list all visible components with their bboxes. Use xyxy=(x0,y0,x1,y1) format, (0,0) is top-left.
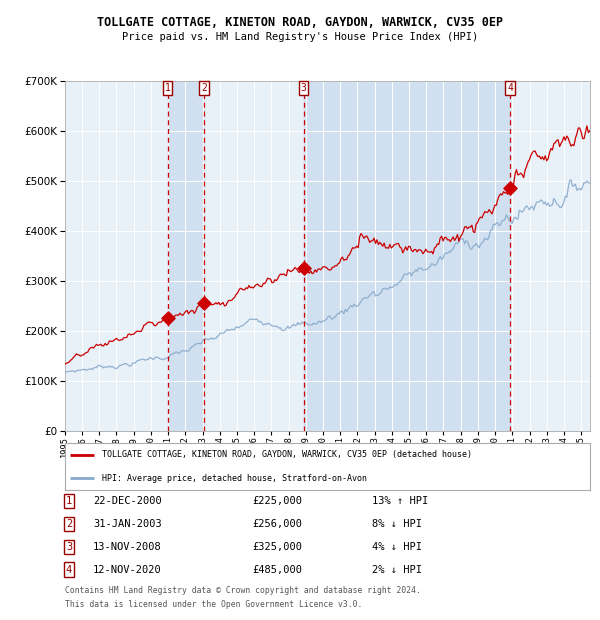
Text: 1: 1 xyxy=(66,496,72,506)
Text: 4% ↓ HPI: 4% ↓ HPI xyxy=(372,542,422,552)
Bar xyxy=(304,81,510,431)
Text: Contains HM Land Registry data © Crown copyright and database right 2024.: Contains HM Land Registry data © Crown c… xyxy=(65,586,421,595)
Text: 13-NOV-2008: 13-NOV-2008 xyxy=(93,542,162,552)
Point xyxy=(505,184,515,193)
Text: 8% ↓ HPI: 8% ↓ HPI xyxy=(372,519,422,529)
Point xyxy=(199,298,209,308)
Text: 1: 1 xyxy=(164,83,170,93)
Text: 22-DEC-2000: 22-DEC-2000 xyxy=(93,496,162,506)
Text: £256,000: £256,000 xyxy=(252,519,302,529)
Text: 13% ↑ HPI: 13% ↑ HPI xyxy=(372,496,428,506)
Text: £325,000: £325,000 xyxy=(252,542,302,552)
Text: This data is licensed under the Open Government Licence v3.0.: This data is licensed under the Open Gov… xyxy=(65,600,362,609)
Text: 2: 2 xyxy=(66,519,72,529)
Text: 4: 4 xyxy=(66,565,72,575)
Text: 3: 3 xyxy=(301,83,307,93)
Text: £225,000: £225,000 xyxy=(252,496,302,506)
Text: 2% ↓ HPI: 2% ↓ HPI xyxy=(372,565,422,575)
Text: 3: 3 xyxy=(66,542,72,552)
Text: 4: 4 xyxy=(507,83,513,93)
Text: HPI: Average price, detached house, Stratford-on-Avon: HPI: Average price, detached house, Stra… xyxy=(101,474,367,483)
Text: 12-NOV-2020: 12-NOV-2020 xyxy=(93,565,162,575)
Text: TOLLGATE COTTAGE, KINETON ROAD, GAYDON, WARWICK, CV35 0EP (detached house): TOLLGATE COTTAGE, KINETON ROAD, GAYDON, … xyxy=(101,450,472,459)
Bar xyxy=(167,81,204,431)
Text: 2: 2 xyxy=(201,83,207,93)
Point xyxy=(163,313,172,323)
Point xyxy=(299,264,308,273)
Text: £485,000: £485,000 xyxy=(252,565,302,575)
Text: TOLLGATE COTTAGE, KINETON ROAD, GAYDON, WARWICK, CV35 0EP: TOLLGATE COTTAGE, KINETON ROAD, GAYDON, … xyxy=(97,16,503,29)
Text: 31-JAN-2003: 31-JAN-2003 xyxy=(93,519,162,529)
Text: Price paid vs. HM Land Registry's House Price Index (HPI): Price paid vs. HM Land Registry's House … xyxy=(122,32,478,42)
